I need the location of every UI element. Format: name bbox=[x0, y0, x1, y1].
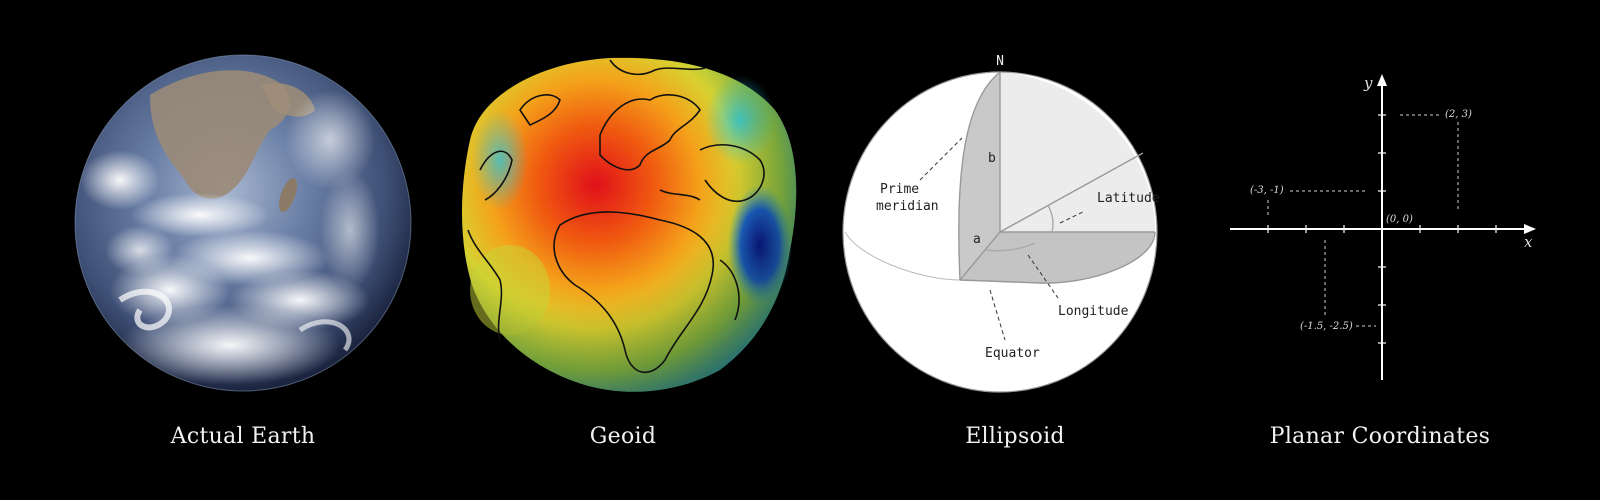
earth-photo bbox=[74, 54, 412, 392]
origin-label: (0, 0) bbox=[1386, 214, 1413, 225]
cartesian-plane: y x (2, 3) (-3, -1) (0, 0) (-1.5, -2.5) bbox=[1230, 74, 1536, 380]
y-axis-label: y bbox=[1363, 74, 1373, 92]
point-neg1.5-neg2.5-label: (-1.5, -2.5) bbox=[1300, 321, 1353, 332]
x-axis-arrow-icon bbox=[1524, 224, 1536, 234]
latitude-label: Latitude bbox=[1097, 191, 1160, 206]
prime-meridian-label-line2: meridian bbox=[876, 199, 939, 214]
point-2-3-label: (2, 3) bbox=[1445, 109, 1472, 120]
point-neg3-neg1-label: (-3, -1) bbox=[1250, 185, 1284, 196]
geoid-heatmap bbox=[462, 57, 797, 392]
caption-ellipsoid: Ellipsoid bbox=[965, 424, 1065, 449]
b-label: b bbox=[988, 151, 996, 166]
north-label: N bbox=[996, 54, 1004, 69]
caption-geoid: Geoid bbox=[589, 424, 657, 449]
y-axis-arrow-icon bbox=[1377, 74, 1387, 86]
prime-meridian-label-line1: Prime bbox=[880, 182, 919, 197]
x-axis-label: x bbox=[1524, 233, 1533, 251]
equator-label: Equator bbox=[985, 346, 1040, 361]
caption-actual-earth: Actual Earth bbox=[170, 424, 316, 449]
a-label: a bbox=[973, 232, 981, 247]
longitude-label: Longitude bbox=[1058, 304, 1129, 319]
caption-planar-coordinates: Planar Coordinates bbox=[1269, 424, 1491, 449]
ellipsoid-diagram: N b a Prime meridian Latitude Longitude … bbox=[842, 54, 1160, 393]
